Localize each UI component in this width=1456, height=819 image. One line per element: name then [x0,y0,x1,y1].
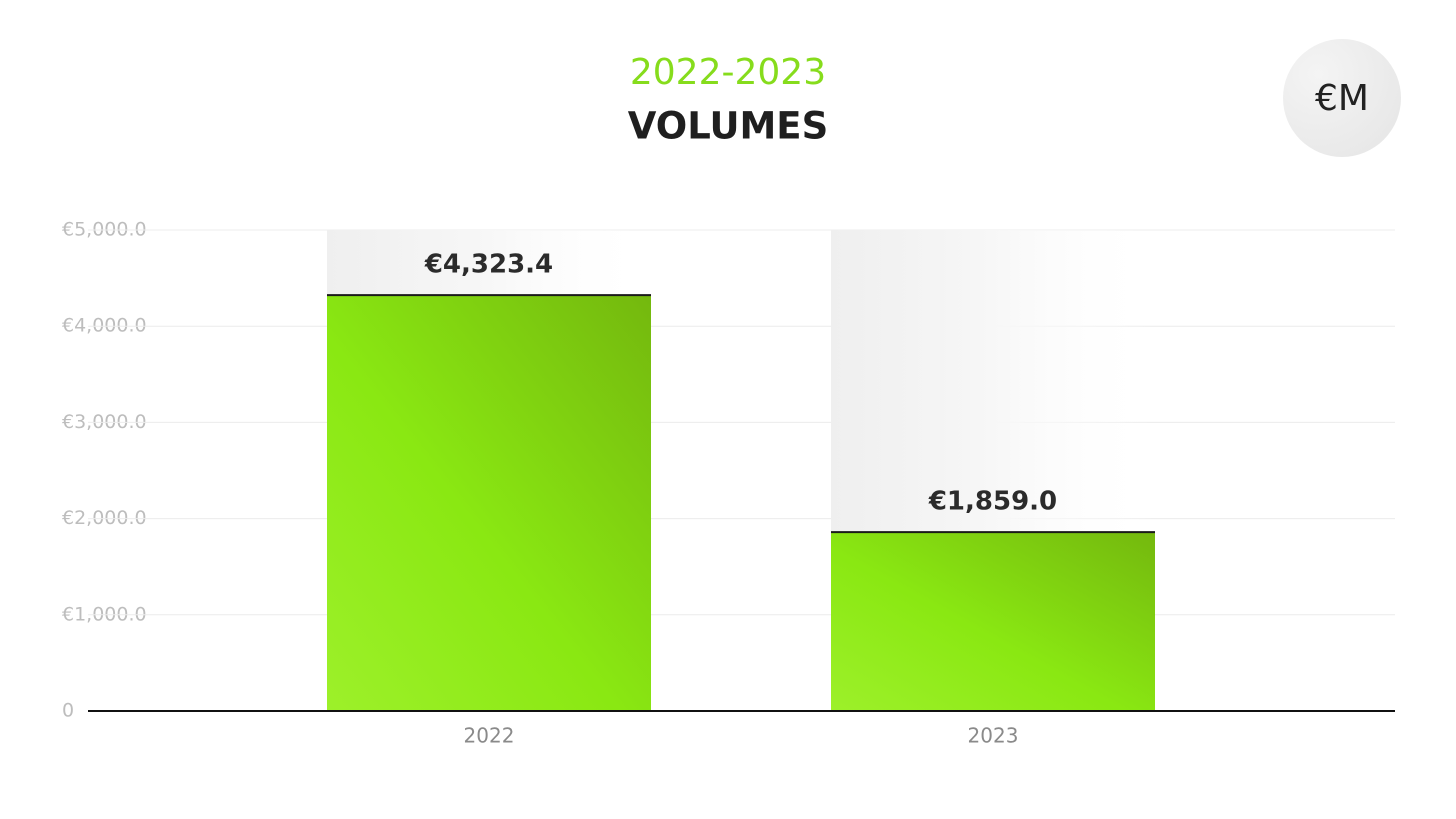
value-label: €1,859.0 [928,487,1057,517]
x-tick-label: 2023 [968,724,1019,748]
unit-badge [1283,39,1401,157]
chart-subtitle: 2022-2023 [630,52,826,93]
chart-title: VOLUMES [628,105,828,148]
bar [327,295,651,711]
bar-track [831,230,1155,533]
unit-label: €M [1315,78,1369,119]
x-tick-label: 2022 [464,724,515,748]
y-tick-label: 0 [62,700,74,722]
value-label: €4,323.4 [424,250,553,280]
bar [831,532,1155,711]
bar-track [327,230,651,296]
